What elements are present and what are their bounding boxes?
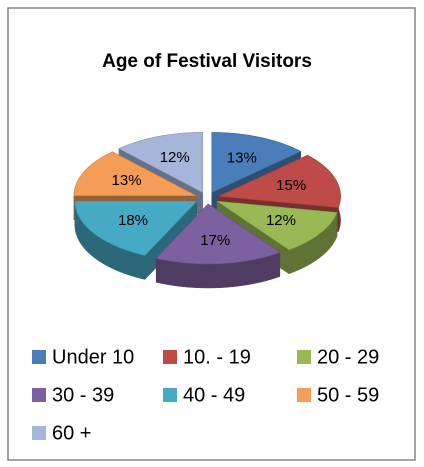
legend-label: 20 - 29 (317, 346, 379, 368)
data-label: 15% (276, 177, 306, 194)
slice-group (155, 203, 281, 289)
slice (217, 154, 341, 208)
legend-swatch (297, 350, 311, 364)
data-label: 13% (227, 149, 257, 166)
legend-swatch (297, 388, 311, 402)
slice (211, 132, 302, 193)
slice (155, 203, 281, 265)
legend-label: 10. - 19 (183, 346, 251, 368)
legend-label: 40 - 49 (183, 384, 245, 406)
data-label: 12% (160, 149, 190, 166)
chart-title: Age of Festival Visitors (102, 51, 312, 72)
legend-swatch (163, 388, 177, 402)
data-label: 12% (266, 212, 296, 229)
legend-swatch (32, 426, 46, 440)
legend-label: 30 - 39 (52, 384, 114, 406)
legend-swatch (32, 388, 46, 402)
slice (118, 132, 203, 193)
slice (74, 200, 198, 256)
data-label: 17% (200, 232, 230, 249)
slice (216, 200, 338, 251)
data-label: 13% (112, 172, 142, 189)
legend-label: 60 + (52, 422, 91, 444)
legend-label: Under 10 (52, 346, 134, 368)
slice (73, 151, 197, 196)
legend-swatch (32, 350, 46, 364)
legend-label: 50 - 59 (317, 384, 379, 406)
legend-swatch (163, 350, 177, 364)
data-label: 18% (118, 212, 148, 229)
